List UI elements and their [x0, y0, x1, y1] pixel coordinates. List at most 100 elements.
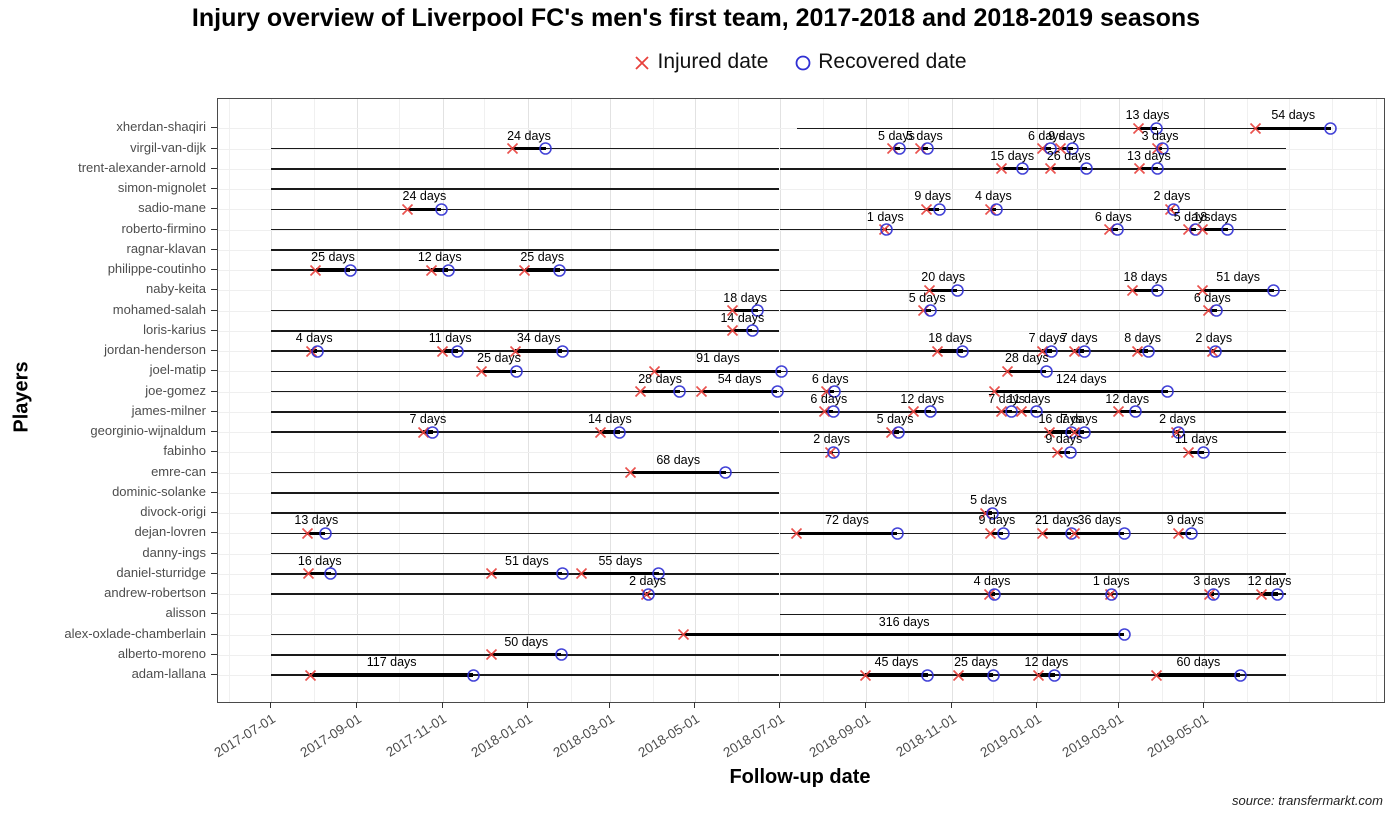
- gridline-month: [1375, 99, 1377, 702]
- injured-x-marker: [1171, 526, 1186, 541]
- y-tick-mark: [211, 269, 217, 271]
- player-label: alex-oxlade-chamberlain: [64, 625, 206, 641]
- injury-duration-segment: [310, 673, 474, 677]
- recovered-circle-marker: [434, 202, 449, 217]
- injured-x-marker: [1053, 141, 1068, 156]
- injury-duration-segment: [481, 369, 517, 373]
- recovered-circle-marker: [923, 303, 938, 318]
- gridline-month: [1203, 99, 1205, 702]
- gridline-month: [993, 99, 995, 702]
- recovered-circle-marker: [441, 263, 456, 278]
- injury-days-label: 51 days: [505, 553, 549, 568]
- injury-duration-segment: [937, 349, 963, 353]
- injury-duration-segment: [1170, 207, 1174, 211]
- recovered-circle-marker: [826, 404, 841, 419]
- injury-duration-segment: [1050, 167, 1087, 171]
- player-label: adam-lallana: [131, 666, 206, 682]
- player-label: joel-matip: [149, 362, 206, 378]
- player-label: ragnar-klavan: [126, 240, 207, 256]
- injured-x-marker: [1000, 364, 1015, 379]
- player-label: philippe-coutinho: [107, 261, 206, 277]
- player-label: alberto-moreno: [117, 645, 206, 661]
- follow-up-line: [271, 168, 779, 170]
- x-tick-mark: [270, 702, 271, 708]
- injury-duration-segment: [1176, 430, 1179, 434]
- gridline-month: [738, 99, 740, 702]
- injury-days-label: 5 days: [878, 128, 915, 143]
- follow-up-line: [780, 168, 1287, 170]
- follow-up-line: [271, 431, 779, 433]
- recovered-circle-marker: [323, 566, 338, 581]
- recovered-circle-marker: [612, 425, 627, 440]
- gridline-month: [653, 99, 655, 702]
- recovered-circle-marker: [555, 344, 570, 359]
- gridline-month: [951, 99, 953, 702]
- recovered-circle-marker: [1065, 141, 1080, 156]
- injured-x-marker: [1125, 283, 1140, 298]
- injured-x-marker: [983, 526, 998, 541]
- player-label: xherdan-shaqiri: [116, 119, 206, 135]
- injury-days-label: 5 days: [970, 493, 1007, 508]
- recovered-circle-marker: [923, 404, 938, 419]
- player-label: andrew-robertson: [104, 585, 206, 601]
- injury-duration-segment: [990, 207, 997, 211]
- injury-duration-segment: [1021, 410, 1037, 414]
- injury-days-label: 18 days: [723, 290, 768, 305]
- y-tick-mark: [211, 451, 217, 453]
- injury-days-label: 12 days: [1247, 574, 1292, 589]
- injured-x-marker: [517, 263, 532, 278]
- gridline-month: [271, 99, 272, 702]
- y-tick-mark: [211, 410, 217, 412]
- follow-up-line: [780, 613, 1287, 616]
- injury-duration-segment: [1209, 592, 1214, 596]
- gridline-month: [908, 99, 910, 702]
- y-tick-mark: [211, 633, 217, 635]
- injury-duration-segment: [1042, 531, 1072, 535]
- injured-x-marker: [484, 647, 499, 662]
- follow-up-line: [780, 147, 1287, 150]
- gridline-month: [357, 99, 359, 702]
- recovered-circle-marker: [1117, 627, 1132, 642]
- injury-duration-segment: [1007, 369, 1047, 373]
- injury-days-label: 6 days: [810, 391, 848, 406]
- injury-days-label: 54 days: [717, 371, 762, 386]
- injured-x-marker: [858, 668, 873, 683]
- follow-up-line: [271, 249, 779, 251]
- injury-duration-segment: [701, 389, 778, 394]
- injured-x-marker: [1014, 404, 1029, 419]
- injury-days-label: 50 days: [504, 634, 549, 649]
- injury-days-label: 117 days: [366, 655, 417, 670]
- injured-x-marker: [1050, 445, 1065, 460]
- injured-x-marker: [416, 425, 431, 440]
- follow-up-line: [271, 208, 779, 211]
- follow-up-line: [271, 674, 779, 676]
- recovered-circle-marker: [538, 141, 553, 156]
- injury-days-label: 14 days: [587, 412, 632, 427]
- injury-duration-segment: [431, 268, 449, 272]
- follow-up-line: [271, 370, 779, 373]
- follow-up-line: [780, 532, 1287, 535]
- recovered-circle-marker: [774, 364, 789, 379]
- injury-days-label: 2 days: [1153, 189, 1191, 204]
- injury-days-label: 72 days: [825, 513, 869, 528]
- follow-up-line: [780, 289, 1287, 292]
- injury-days-label: 12 days: [417, 250, 462, 265]
- follow-up-line: [780, 654, 1287, 656]
- injured-x-marker: [725, 303, 740, 318]
- injury-duration-segment: [683, 632, 1125, 637]
- gridline-month: [1079, 99, 1081, 702]
- chart-title: Injury overview of Liverpool FC's men's …: [191, 4, 1201, 32]
- player-label: mohamed-salah: [112, 301, 206, 317]
- injured-x-marker: [906, 404, 921, 419]
- injury-days-label: 15 days: [990, 148, 1035, 163]
- recovered-circle-marker: [1004, 404, 1019, 419]
- gridline-month: [1289, 99, 1291, 702]
- recovered-circle-marker: [891, 425, 906, 440]
- recovered-circle-marker: [552, 263, 567, 278]
- recovered-circle-marker: [1104, 587, 1119, 602]
- injured-x-marker: [1031, 668, 1046, 683]
- follow-up-line: [271, 390, 779, 393]
- recovered-circle-marker: [890, 526, 905, 541]
- recovered-circle-marker: [989, 202, 1004, 217]
- y-tick-mark: [211, 370, 217, 372]
